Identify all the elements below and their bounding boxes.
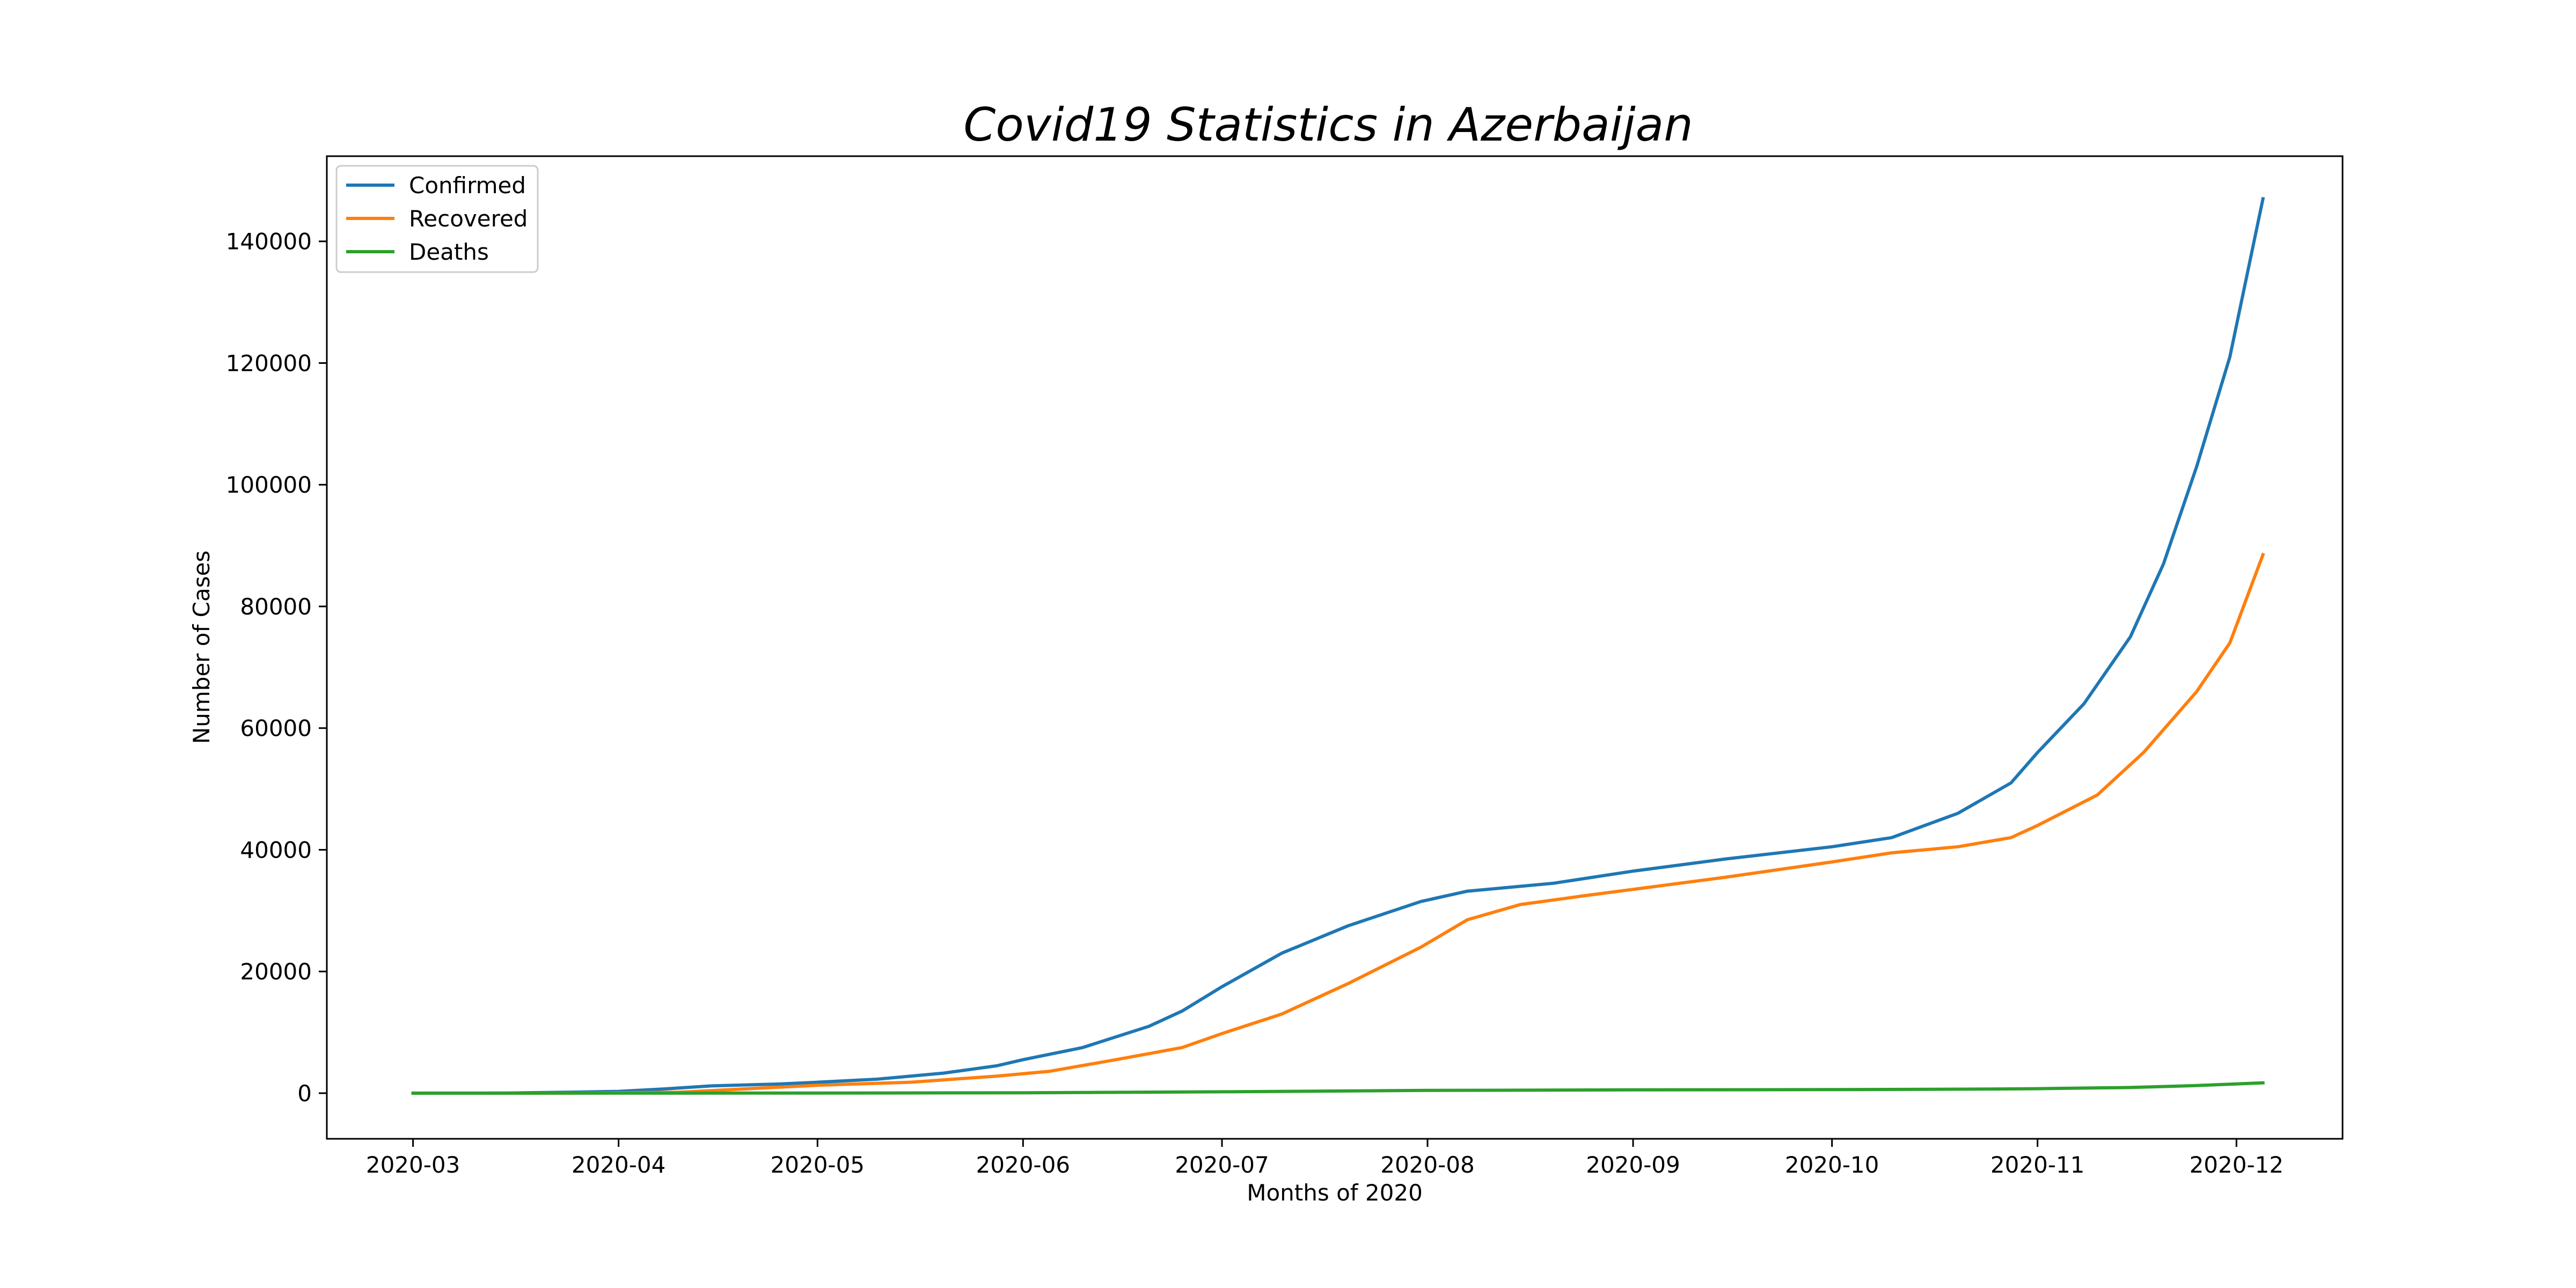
y-tick-label: 0 bbox=[297, 1080, 312, 1107]
series-line-confirmed bbox=[411, 196, 2265, 1095]
y-tick-label: 40000 bbox=[240, 837, 312, 863]
plot-frame bbox=[326, 155, 2344, 1140]
y-axis-label: Number of Cases bbox=[188, 551, 215, 744]
series-line-deaths bbox=[411, 1081, 2265, 1095]
chart-title: Covid19 Statistics in Azerbaijan bbox=[963, 98, 1693, 152]
x-tick-label: 2020-07 bbox=[1175, 1152, 1269, 1178]
y-tick-label: 60000 bbox=[240, 715, 312, 742]
x-tick-label: 2020-09 bbox=[1586, 1152, 1680, 1178]
legend: Confirmed Recovered Deaths bbox=[335, 165, 539, 273]
y-tick-label: 80000 bbox=[240, 594, 312, 620]
x-tick-label: 2020-05 bbox=[771, 1152, 865, 1178]
y-tick-label: 100000 bbox=[226, 472, 312, 498]
x-tick-label: 2020-04 bbox=[572, 1152, 666, 1178]
x-tick-label: 2020-10 bbox=[1785, 1152, 1879, 1178]
series-line-recovered bbox=[411, 552, 2265, 1095]
y-tick-label: 140000 bbox=[226, 229, 312, 255]
y-tick-label: 20000 bbox=[240, 958, 312, 985]
legend-label-confirmed: Confirmed bbox=[409, 172, 526, 199]
y-tick-label: 120000 bbox=[226, 350, 312, 376]
legend-box bbox=[335, 165, 539, 273]
x-axis-ticks: 2020-03 2020-04 2020-05 2020-06 2020-07 2020-… bbox=[366, 1139, 2284, 1178]
y-axis-ticks: 0 20000 40000 60000 80000 100000 120000 140000 bbox=[226, 229, 327, 1107]
legend-label-recovered: Recovered bbox=[409, 206, 528, 232]
series-lines bbox=[411, 196, 2265, 1095]
x-tick-label: 2020-11 bbox=[1990, 1152, 2085, 1178]
x-tick-label: 2020-03 bbox=[366, 1152, 460, 1178]
x-axis-label: Months of 2020 bbox=[1247, 1180, 1423, 1206]
x-tick-label: 2020-06 bbox=[976, 1152, 1071, 1178]
legend-label-deaths: Deaths bbox=[409, 239, 489, 265]
x-tick-label: 2020-12 bbox=[2190, 1152, 2284, 1178]
x-tick-label: 2020-08 bbox=[1380, 1152, 1475, 1178]
